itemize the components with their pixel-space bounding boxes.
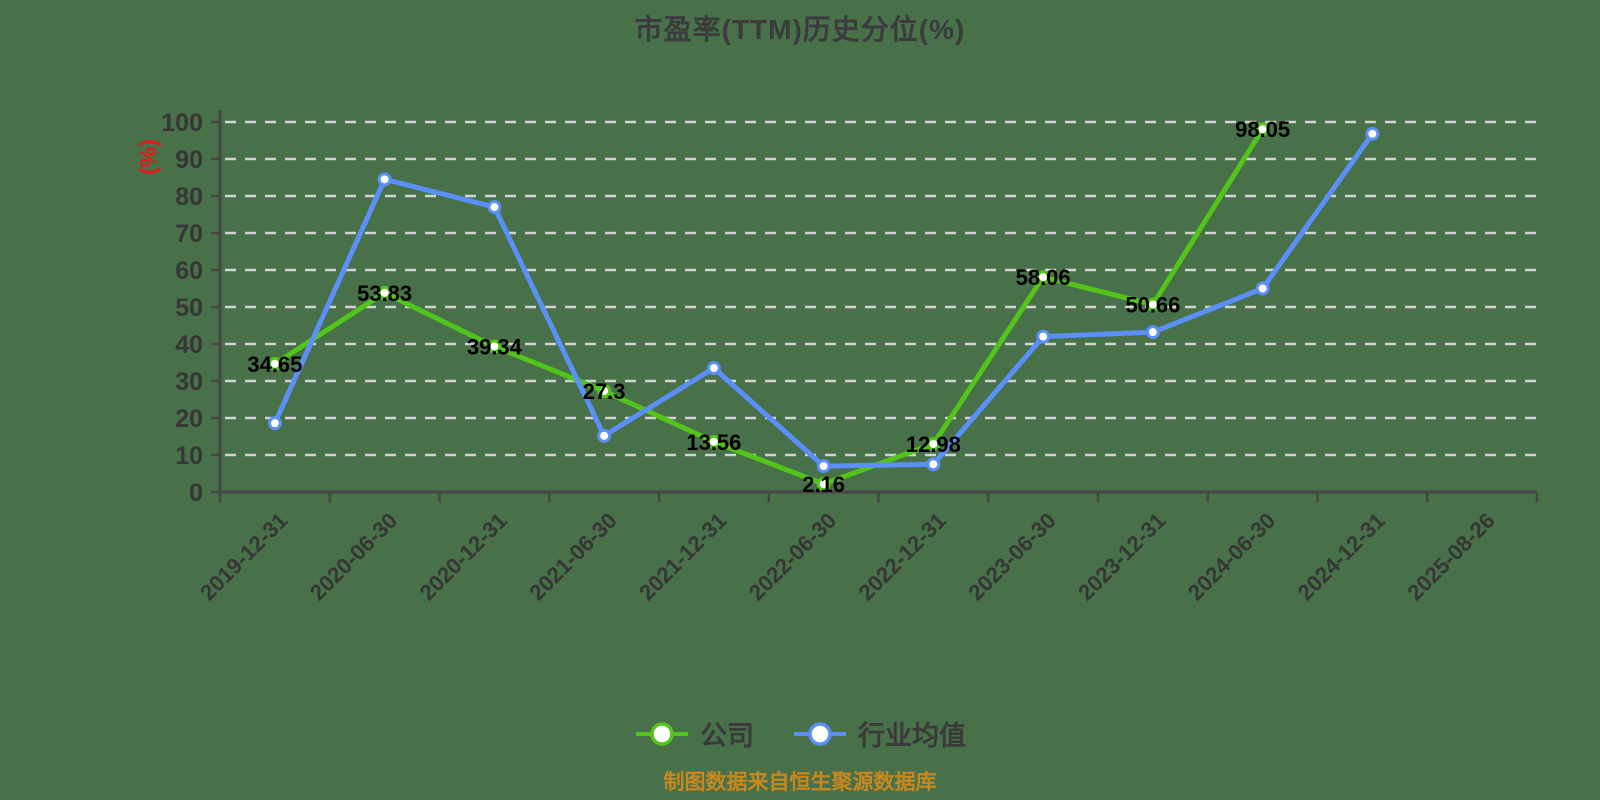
axes [211,110,1539,503]
data-point-industry[interactable] [1255,281,1270,296]
data-label: 34.65 [247,352,302,377]
data-point-industry[interactable] [1145,325,1160,340]
data-point-industry[interactable] [816,459,831,474]
data-point-company[interactable] [1145,297,1160,312]
chart-title: 市盈率(TTM)历史分位(%) [634,14,966,45]
series-company [267,122,1270,492]
data-point-company[interactable] [487,339,502,354]
y-axis-tick-label: 100 [161,109,203,137]
y-axis-tick-label: 70 [175,220,203,248]
y-axis-tick-label: 40 [175,331,203,359]
data-point-company[interactable] [377,285,392,300]
x-axis-tick-label: 2022-12-31 [854,508,951,605]
data-label: 39.34 [467,334,523,359]
data-point-industry[interactable] [597,428,612,443]
data-point-industry[interactable] [1365,126,1380,141]
x-axis-tick-label: 2024-12-31 [1293,508,1390,605]
legend-label-company: 公司 [700,721,754,751]
data-label: 53.83 [357,281,412,306]
legend-item-industry[interactable]: 行业均值 [792,714,966,753]
x-axis-tick-label: 2023-06-30 [963,508,1060,605]
data-label: 98.05 [1235,117,1290,142]
x-axis-tick-label: 2020-12-31 [415,508,512,605]
x-axis-tick-label: 2021-06-30 [524,508,621,605]
y-axis-tick-label: 20 [175,405,203,433]
data-point-company[interactable] [1036,270,1051,285]
data-point-company[interactable] [816,477,831,492]
data-label: 58.06 [1016,265,1071,290]
y-axis-tick-label: 90 [175,146,203,174]
x-axis-tick-label: 2025-08-26 [1402,508,1499,605]
x-axis-labels: 2019-12-31 2020-06-30 2020-12-31 2021-06-30… [195,508,1500,605]
data-point-industry[interactable] [706,361,721,376]
y-axis-tick-label: 0 [189,479,203,507]
data-point-company[interactable] [267,356,282,371]
data-label: 50.66 [1125,293,1180,318]
data-point-industry[interactable] [267,416,282,431]
data-label: 13.56 [686,430,741,455]
data-source-note: 制图数据来自恒生聚源数据库 [663,771,937,794]
series-industry [267,126,1380,474]
legend: 公司 行业均值 [0,714,1600,753]
series-company-labels: 34.65 53.83 39.34 27.3 13.56 2.16 12.98 58.06 50… [247,117,1290,497]
x-axis-tick-label: 2022-06-30 [744,508,841,605]
data-label: 2.16 [802,472,845,497]
x-axis-tick-label: 2019-12-31 [195,508,292,605]
data-label: 27.3 [583,379,626,404]
series-company-line [272,126,1266,487]
y-axis-tick-label: 80 [175,183,203,211]
data-point-company[interactable] [706,434,721,449]
y-axis-labels: 0 10 20 30 40 50 60 70 80 90 100 [161,109,203,507]
data-point-company[interactable] [1255,122,1270,137]
data-label: 12.98 [906,432,961,457]
data-point-company[interactable] [597,383,612,398]
x-axis-tick-label: 2024-06-30 [1183,508,1280,605]
y-axis-tick-label: 50 [175,294,203,322]
y-axis-tick-label: 30 [175,368,203,396]
x-axis-tick-label: 2021-12-31 [634,508,731,605]
y-axis-tick-label: 10 [175,442,203,470]
legend-label-industry: 行业均值 [858,721,966,751]
data-point-company[interactable] [926,436,941,451]
legend-item-company[interactable]: 公司 [634,714,754,753]
company-line-marker-icon [636,721,688,746]
x-axis-tick-label: 2023-12-31 [1073,508,1170,605]
data-point-industry[interactable] [487,200,502,215]
industry-line-marker-icon [794,721,846,746]
y-axis-tick-label: 60 [175,257,203,285]
data-point-industry[interactable] [377,172,392,187]
grid-lines [225,120,1537,457]
x-axis-tick-label: 2020-06-30 [305,508,402,605]
series-industry-line [272,131,1375,469]
data-point-industry[interactable] [926,457,941,472]
data-point-industry[interactable] [1036,329,1051,344]
y-axis-unit-label: (%) [135,139,161,175]
